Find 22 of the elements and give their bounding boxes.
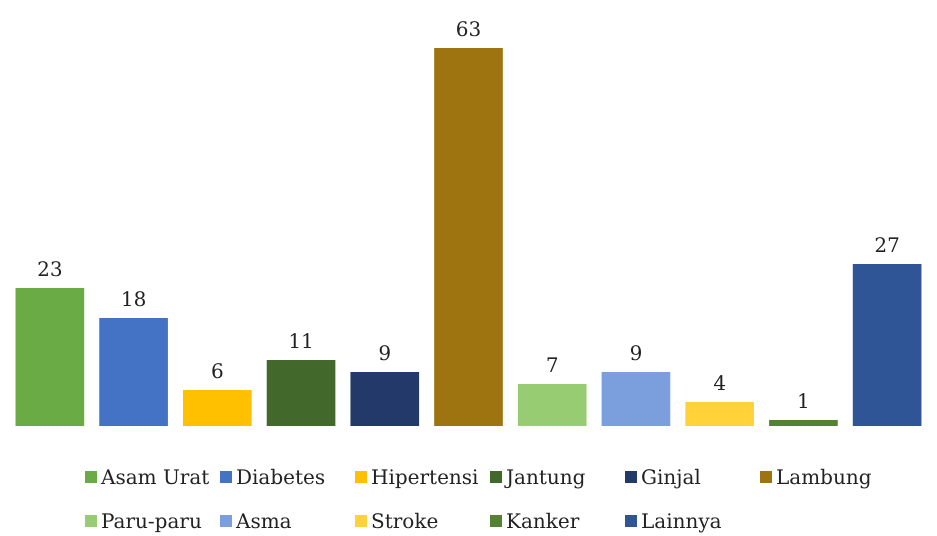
- data-label: 11: [288, 329, 314, 353]
- data-label: 18: [120, 287, 146, 311]
- legend-label: Asam Urat: [100, 465, 210, 489]
- data-label: 27: [874, 233, 900, 257]
- legend-label: Jantung: [504, 465, 586, 489]
- legend-label: Paru-paru: [101, 509, 202, 533]
- data-label: 7: [546, 353, 559, 377]
- legend-label: Lainnya: [641, 509, 722, 533]
- legend-label: Stroke: [371, 509, 438, 533]
- legend-label: Lambung: [776, 465, 872, 489]
- data-label: 23: [37, 257, 63, 281]
- data-label: 63: [456, 17, 482, 41]
- legend-label: Ginjal: [641, 465, 701, 489]
- legend-label: Asma: [235, 509, 292, 533]
- legend-label: Kanker: [506, 509, 580, 533]
- data-label: 9: [630, 341, 642, 365]
- legend-label: Hipertensi: [371, 465, 478, 489]
- legend-label: Diabetes: [236, 465, 326, 489]
- data-label: 4: [713, 371, 726, 395]
- data-label: 6: [210, 359, 224, 383]
- data-label: 9: [378, 341, 392, 365]
- data-label: 1: [797, 389, 810, 413]
